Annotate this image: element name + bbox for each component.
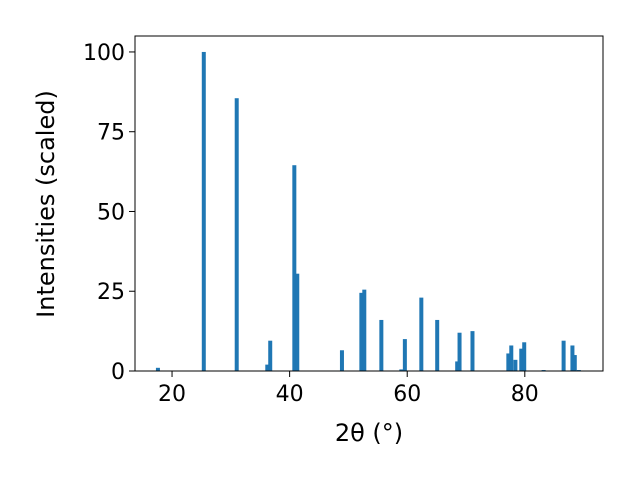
bar <box>234 98 239 371</box>
y-tick-label: 75 <box>97 121 125 146</box>
bar <box>399 369 404 371</box>
bar <box>379 319 384 371</box>
bar <box>155 367 160 371</box>
x-tick-label: 60 <box>393 382 421 407</box>
bar <box>268 340 273 371</box>
bar <box>509 345 514 371</box>
y-tick-label: 100 <box>83 41 125 66</box>
x-axis-label: 2θ (°) <box>335 419 403 447</box>
bar <box>470 331 475 371</box>
bar <box>522 342 527 371</box>
bar <box>570 345 575 371</box>
bar <box>359 292 364 371</box>
bar <box>292 165 297 371</box>
x-tick-label: 40 <box>276 382 304 407</box>
x-tick-label: 20 <box>158 382 186 407</box>
bar <box>513 359 518 371</box>
bar <box>561 340 566 371</box>
bar <box>419 297 424 371</box>
y-tick-label: 50 <box>97 200 125 225</box>
bar <box>572 355 577 371</box>
bar <box>295 273 300 371</box>
y-axis-label: Intensities (scaled) <box>32 90 60 318</box>
y-tick-label: 0 <box>111 360 125 385</box>
bar <box>362 289 367 371</box>
bar <box>265 364 270 371</box>
bar <box>519 348 524 371</box>
bar <box>339 350 344 371</box>
bar <box>402 339 407 371</box>
bar <box>201 51 206 371</box>
bar <box>506 353 511 371</box>
x-tick-label: 80 <box>511 382 539 407</box>
y-tick-label: 25 <box>97 280 125 305</box>
plot-frame <box>134 35 604 372</box>
bar <box>455 361 460 371</box>
bar <box>435 319 440 371</box>
bar <box>457 332 462 371</box>
